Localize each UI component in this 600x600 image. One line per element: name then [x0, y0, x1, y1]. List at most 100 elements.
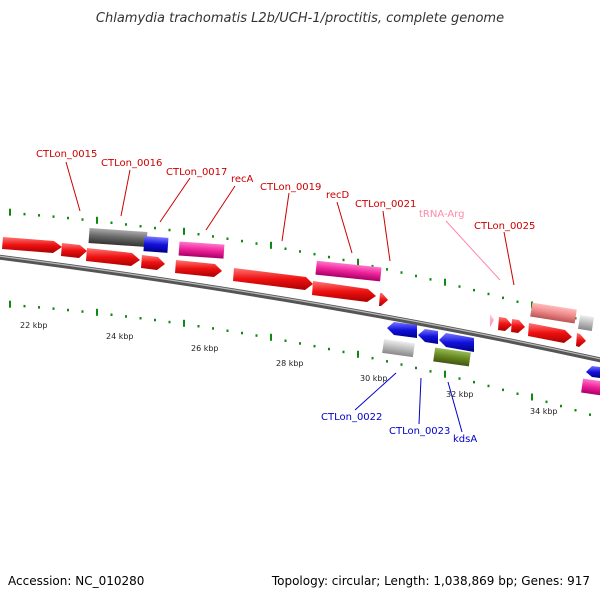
label-kdsa[interactable]: kdsA — [453, 434, 477, 445]
label-reca[interactable]: recA — [231, 174, 254, 185]
tick-mark — [458, 377, 461, 380]
gene-ctlon-0022[interactable] — [382, 338, 415, 358]
gene-ctlon-0023[interactable] — [433, 347, 471, 367]
tick-mark — [23, 212, 26, 216]
leader-ctlon-0017 — [159, 177, 191, 223]
tick-mark — [429, 278, 432, 281]
tick-mark — [96, 308, 98, 316]
tick-mark — [255, 334, 258, 337]
tick-mark — [270, 333, 272, 341]
trna-arg[interactable] — [490, 314, 494, 327]
leader-ctlon-0019 — [281, 192, 290, 242]
scale-label: 28 kbp — [276, 359, 304, 368]
tick-mark — [168, 320, 171, 324]
tick-mark — [415, 274, 417, 278]
gene-reca[interactable] — [175, 260, 222, 277]
gene-ctlon-0022-a[interactable] — [387, 322, 417, 338]
leader-ctlon-0015 — [65, 161, 81, 212]
tick-mark — [400, 271, 403, 274]
label-ctlon-0022[interactable]: CTLon_0022 — [321, 412, 382, 423]
tick-mark — [212, 235, 214, 238]
tick-mark — [168, 228, 171, 232]
gene-ctlon-0016[interactable] — [88, 227, 148, 248]
tick-mark — [81, 218, 84, 221]
gene-recd[interactable] — [312, 281, 376, 302]
gene-ctlon-0022-b[interactable] — [418, 329, 438, 344]
tick-mark — [96, 216, 98, 224]
tick-mark — [299, 250, 301, 253]
tick-mark — [502, 296, 504, 300]
tick-mark — [342, 350, 345, 354]
label-trna-arg[interactable]: tRNA-Arg — [419, 209, 464, 220]
gene-edge-pink[interactable] — [581, 378, 600, 396]
tick-mark — [183, 227, 185, 235]
label-ctlon-0025[interactable]: CTLon_0025 — [474, 221, 535, 232]
tick-mark — [197, 325, 200, 328]
gene-ctlon-0025-b[interactable] — [511, 319, 525, 333]
minus-strand-row — [382, 322, 600, 396]
gene-ctlon-0025-a[interactable] — [498, 317, 512, 331]
tick-mark — [473, 288, 475, 292]
tick-mark — [444, 278, 446, 286]
tick-mark — [52, 307, 55, 310]
leader-reca — [205, 185, 236, 231]
map-title: Chlamydia trachomatis L2b/UCH-1/proctiti… — [96, 11, 504, 26]
plus-strand-outer-row — [88, 227, 595, 332]
scale-label: 32 kbp — [446, 390, 474, 399]
gene-reca-outer[interactable] — [178, 241, 225, 259]
leader-recd — [336, 201, 353, 254]
tick-mark — [110, 313, 113, 316]
gene-recd-outer[interactable] — [315, 260, 382, 282]
gene-ctlon-0017b[interactable] — [141, 255, 165, 270]
gene-edge-inner[interactable] — [576, 333, 586, 347]
tick-mark — [429, 370, 432, 373]
tick-mark — [139, 317, 142, 320]
tick-mark — [531, 393, 533, 401]
tick-mark — [284, 247, 287, 250]
gene-edge-minus[interactable] — [586, 366, 600, 378]
genome-summary-text: Topology: circular; Length: 1,038,869 bp… — [271, 574, 590, 588]
tick-mark — [52, 215, 55, 218]
tick-mark — [226, 237, 229, 240]
gene-ctlon-0015b[interactable] — [61, 243, 87, 258]
tick-mark — [487, 384, 490, 388]
label-ctlon-0015[interactable]: CTLon_0015 — [36, 149, 97, 160]
tick-mark — [139, 225, 142, 228]
gene-ctlon-0015[interactable] — [2, 237, 62, 253]
label-recd[interactable]: recD — [326, 190, 350, 201]
gene-kdsa-minus[interactable] — [439, 333, 474, 352]
gene-ctlon-0016b[interactable] — [86, 248, 140, 266]
gene-ctlon-0025-outer[interactable] — [530, 302, 577, 324]
tick-mark — [400, 363, 403, 366]
leader-ctlon-0023 — [418, 377, 422, 425]
label-ctlon-0017[interactable]: CTLon_0017 — [166, 167, 227, 178]
gene-ctlon-0019[interactable] — [233, 268, 313, 290]
gene-ctlon-0025[interactable] — [528, 323, 572, 343]
gene-edge-outer[interactable] — [577, 314, 595, 332]
gene-ctlon-0017-outer[interactable] — [143, 236, 169, 253]
leader-ctlon-0022 — [354, 372, 397, 411]
tick-mark — [328, 255, 330, 259]
label-ctlon-0019[interactable]: CTLon_0019 — [260, 182, 321, 193]
scale-labels: 22 kbp 24 kbp 26 kbp 28 kbp 30 kbp 32 kb… — [20, 321, 558, 416]
leader-lines — [65, 161, 515, 433]
scale-label: 26 kbp — [191, 344, 219, 353]
tick-mark — [67, 216, 69, 220]
tick-mark — [386, 268, 388, 271]
label-ctlon-0016[interactable]: CTLon_0016 — [101, 158, 162, 169]
tick-mark — [67, 308, 69, 312]
tick-mark — [125, 315, 127, 318]
tick-mark — [415, 366, 417, 370]
label-ctlon-0021[interactable]: CTLon_0021 — [355, 199, 416, 210]
genome-backbone — [0, 254, 600, 363]
accession-text: Accession: NC_010280 — [8, 574, 144, 588]
tick-mark — [516, 300, 519, 303]
scale-label: 24 kbp — [106, 332, 134, 341]
tick-mark — [444, 370, 446, 378]
leader-ctlon-0016 — [120, 169, 131, 217]
gene-ctlon-0021[interactable] — [379, 293, 388, 306]
tick-mark — [81, 310, 84, 313]
tick-mark — [38, 214, 40, 217]
label-ctlon-0023[interactable]: CTLon_0023 — [389, 426, 450, 437]
